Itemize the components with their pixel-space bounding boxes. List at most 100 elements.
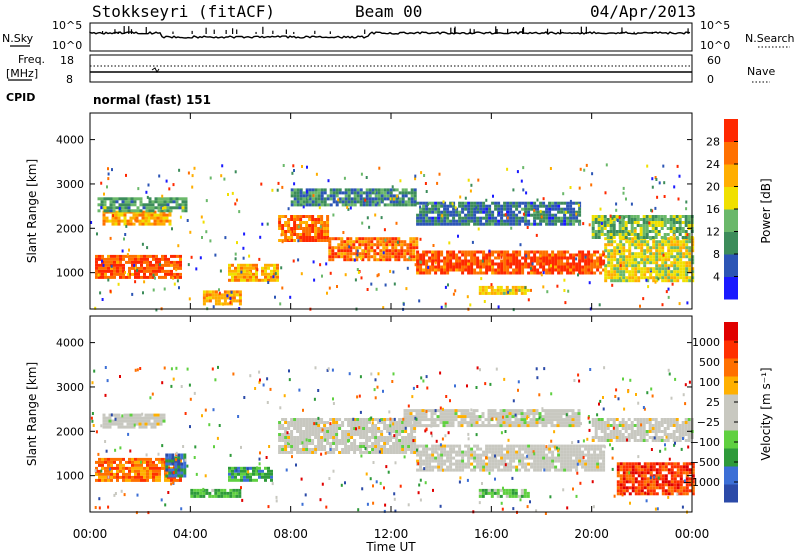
heatmap-cell [443,201,447,205]
scatter-cell [535,233,538,237]
heatmap-cell [131,254,134,258]
heatmap-cell [691,255,695,259]
heatmap-cell [290,418,294,421]
heatmap-cell [238,299,242,303]
heatmap-cell [496,488,500,492]
heatmap-cell [122,457,125,461]
heatmap-cell [152,269,155,273]
heatmap-cell [240,469,243,473]
heatmap-cell [452,462,456,466]
heatmap-cell [217,293,221,297]
heatmap-cell [296,442,300,445]
heatmap-cell [669,221,673,224]
heatmap-cell [672,224,676,227]
heatmap-cell [397,255,401,259]
heatmap-cell [649,468,653,472]
heatmap-cell [452,253,456,257]
scatter-cell [649,268,652,272]
heatmap-cell [323,227,327,230]
heatmap-cell [597,221,601,224]
heatmap-cell [234,472,237,476]
heatmap-cell [469,418,473,422]
heatmap-cell [509,207,513,211]
scatter-cell [111,168,113,172]
heatmap-cell [431,216,435,220]
heatmap-cell [386,448,390,451]
heatmap-cell [284,236,288,239]
heatmap-cell [512,456,516,460]
heatmap-cell [663,215,667,218]
heatmap-cell [560,265,564,269]
heatmap-cell [628,252,632,256]
heatmap-cell [571,418,575,422]
heatmap-cell [652,243,656,247]
heatmap-cell [106,209,110,213]
heatmap-cell [100,203,104,207]
heatmap-cell [246,275,249,279]
heatmap-cell [353,430,357,433]
heatmap-cell [619,267,623,271]
scatter-cell [423,174,426,177]
heatmap-cell [270,475,273,479]
heatmap-cell [622,249,626,253]
heatmap-cell [137,478,140,482]
heatmap-cell [111,419,115,423]
heatmap-cell [485,462,489,466]
heatmap-cell [643,276,647,280]
heatmap-cell [179,272,182,276]
heatmap-cell [676,261,680,265]
heatmap-cell [380,433,384,436]
heatmap-cell [536,250,540,254]
heatmap-cell [380,445,384,448]
heatmap-cell [231,478,234,482]
heatmap-cell [648,218,652,221]
heatmap-cell [479,456,483,460]
heatmap-cell [370,237,374,241]
heatmap-cell [338,451,342,454]
heatmap-cell [545,271,549,275]
heatmap-cell [688,258,692,262]
heatmap-cell [317,188,321,192]
heatmap-cell [536,204,540,208]
heatmap-cell [169,209,173,213]
heatmap-cell [365,433,369,436]
heatmap-cell [631,255,635,259]
scatter-cell [143,280,146,284]
heatmap-cell [389,188,393,192]
heatmap-cell [326,224,330,227]
heatmap-cell [326,218,330,221]
heatmap-cell [144,222,148,226]
heatmap-cell [590,268,594,272]
heatmap-cell [155,272,158,276]
heatmap-cell [685,255,689,259]
heatmap-cell [311,188,315,192]
heatmap-cell [161,269,164,273]
heatmap-cell [637,243,641,247]
heatmap-cell [176,478,179,482]
heatmap-cell [518,216,522,220]
heatmap-cell [467,262,471,266]
heatmap-cell [553,418,557,422]
heatmap-cell [526,409,530,413]
heatmap-cell [446,219,450,223]
heatmap-cell [116,469,119,473]
heatmap-cell [473,222,477,226]
heatmap-cell [317,191,321,195]
heatmap-cell [323,239,327,242]
heatmap-cell [397,252,401,256]
heatmap-cell [119,257,122,261]
scatter-cell [600,222,603,225]
heatmap-cell [311,236,315,239]
scatter-cell [256,268,259,272]
heatmap-cell [403,421,407,425]
heatmap-cell [670,264,674,268]
heatmap-cell [446,207,450,211]
heatmap-cell [223,293,227,297]
heatmap-cell [137,475,140,479]
heatmap-cell [320,418,324,421]
heatmap-cell [488,444,492,448]
heatmap-cell [143,254,146,258]
heatmap-cell [472,412,476,416]
heatmap-cell [391,255,395,259]
heatmap-cell [515,219,519,223]
